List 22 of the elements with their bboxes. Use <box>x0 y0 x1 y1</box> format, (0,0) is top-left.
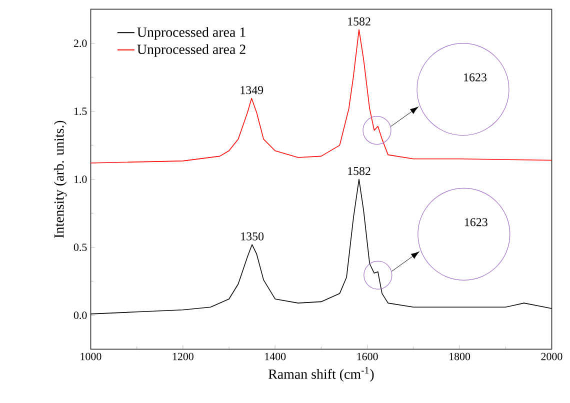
annotation: 1350 <box>241 232 264 240</box>
annotation: 1623 <box>465 218 488 226</box>
y-tick-label: 0.0 <box>74 312 87 320</box>
legend-label: Unprocessed area 1 <box>137 27 246 40</box>
annotation: 1623 <box>464 73 486 82</box>
annotation: 1582 <box>348 167 370 176</box>
x-axis-title: Raman shift (cm$^{-1}$) <box>268 367 374 382</box>
y-tick-label: 1.5 <box>74 108 87 115</box>
y-tick-label: 0.5 <box>74 244 87 252</box>
line-series <box>90 29 552 164</box>
annotation: 1349 <box>240 86 264 94</box>
legend-label: Unprocessed area 2 <box>137 44 246 57</box>
y-axis-title: Intensity (arb. units.) <box>54 120 67 238</box>
x-tick-label: 2000 <box>541 352 562 360</box>
x-tick-label: 1600 <box>357 352 378 360</box>
annotation: 1582 <box>348 17 370 26</box>
x-tick-label: 1400 <box>265 352 286 360</box>
x-tick-label: 1000 <box>80 352 102 360</box>
y-tick-label: 2.0 <box>74 40 87 48</box>
y-tick-label: 1.0 <box>74 176 87 184</box>
x-tick-label: 1200 <box>172 352 194 360</box>
x-tick-label: 1800 <box>450 352 470 360</box>
